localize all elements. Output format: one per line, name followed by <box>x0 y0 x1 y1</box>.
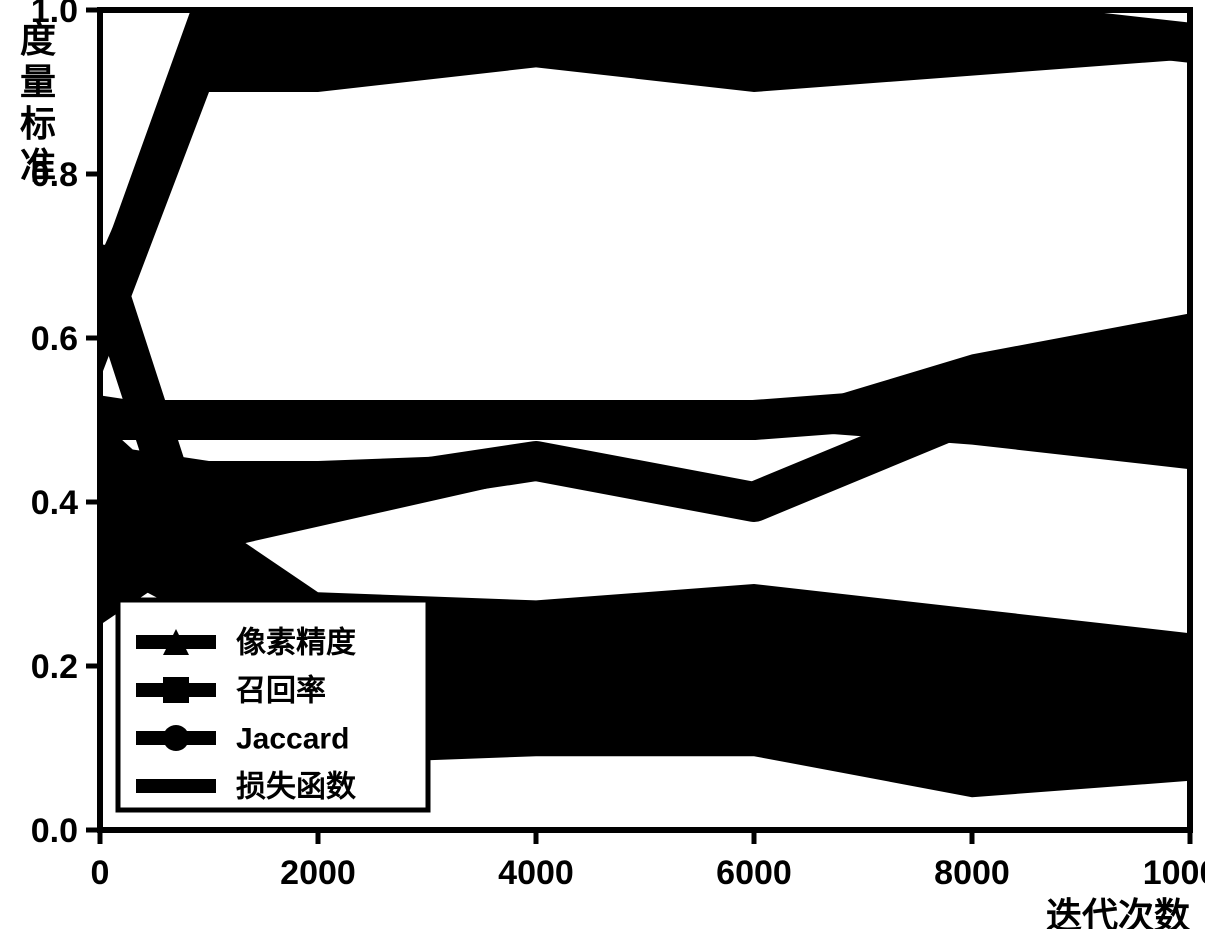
x-tick-label: 4000 <box>498 854 574 892</box>
y-tick-label: 0.4 <box>31 484 78 522</box>
y-tick-label: 0.2 <box>31 648 78 686</box>
chart-container: 02000400060008000100000.00.20.40.60.81.0… <box>0 0 1205 929</box>
legend-label: 召回率 <box>235 675 326 708</box>
x-tick-label: 10000 <box>1143 854 1205 892</box>
y-tick-label: 0.0 <box>31 812 78 850</box>
y-axis-label: 度量标准 <box>20 19 56 186</box>
x-tick-label: 0 <box>91 854 110 892</box>
legend-label: 损失函数 <box>236 771 357 804</box>
x-axis-label: 迭代次数 <box>1046 895 1190 929</box>
x-tick-label: 6000 <box>716 854 792 892</box>
legend-label: 像素精度 <box>236 627 356 660</box>
x-tick-label: 8000 <box>934 854 1010 892</box>
legend-label: Jaccard <box>236 723 349 756</box>
legend: 像素精度召回率 Jaccard 损失函数 <box>118 600 428 810</box>
metrics-line-chart: 02000400060008000100000.00.20.40.60.81.0… <box>0 0 1205 929</box>
y-tick-label: 0.6 <box>31 320 78 358</box>
x-tick-label: 2000 <box>280 854 356 892</box>
